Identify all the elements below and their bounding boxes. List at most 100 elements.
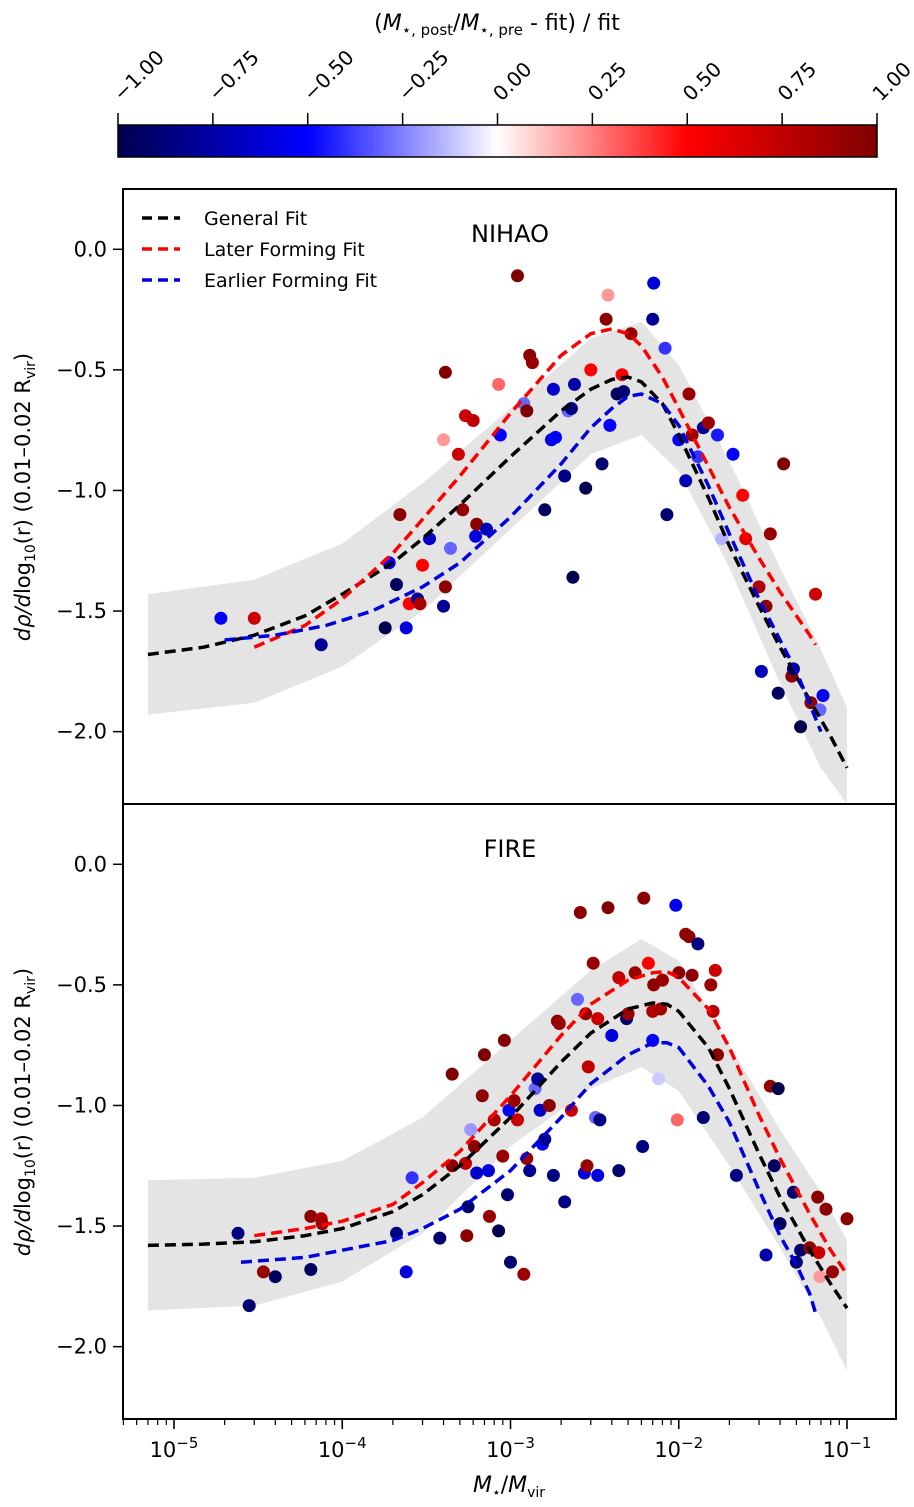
data-point [517,1267,531,1281]
data-point [502,1103,516,1117]
data-point [767,1159,781,1173]
y-tick-label: −1.5 [56,1214,107,1238]
data-point [809,587,822,601]
data-point [214,611,228,625]
data-point [558,1195,572,1209]
data-point [566,570,580,584]
data-point [525,356,539,370]
data-point [729,1168,743,1182]
data-point [696,1111,710,1124]
y-tick-label: −1.0 [56,1093,107,1117]
legend: General Fit Later Forming Fit Earlier Fo… [142,208,377,292]
data-point [461,1200,475,1214]
data-point [621,1007,635,1021]
data-point [467,1140,481,1153]
data-point [438,580,452,594]
data-point [641,956,655,970]
earlier-forming-fit-line [224,392,823,733]
data-point [483,1209,496,1223]
data-point [601,901,615,915]
data-point [399,1265,413,1279]
data-point [497,1033,511,1047]
y-tick-label: −1.0 [56,478,107,502]
data-point [754,664,768,678]
data-point [605,1029,619,1042]
data-point [595,457,609,471]
data-point [672,966,686,980]
data-point [466,414,480,427]
data-point [480,522,493,536]
data-point [470,517,484,531]
data-point [579,481,593,495]
x-axis-label: M⋆/Mvir [473,1473,545,1501]
data-point [304,1209,318,1223]
data-point [437,599,450,613]
data-point [670,1113,684,1127]
data-point [691,450,705,464]
panel-title: NIHAO [471,220,549,248]
general-fit-line [147,1001,849,1310]
data-point [511,269,524,283]
svg-text:dρ/dlog10(r) (0.01–0.02 Rvir): dρ/dlog10(r) (0.01–0.02 Rvir) [11,353,39,641]
data-point [682,930,696,944]
data-point [568,377,581,391]
data-point [813,1270,827,1284]
colorbar-tick-label: −0.50 [298,45,358,105]
data-point [593,1113,607,1127]
data-point [501,1188,514,1202]
earlier-forming-fit-line [240,1041,818,1314]
data-point [469,529,483,543]
data-point [538,503,552,517]
y-tick-label: −2.0 [56,720,107,744]
x-tick-label: 10−2 [654,1434,703,1462]
data-point [794,720,808,734]
data-point [507,1094,521,1108]
data-point [819,1202,833,1216]
colorbar-gradient [117,124,878,158]
data-point [771,686,785,700]
data-point [477,1048,491,1062]
data-point [456,503,470,517]
y-tick-label: −2.0 [56,1335,107,1359]
data-point [393,508,407,522]
y-axis-label-bottom: dρ/dlog10(r) (0.01–0.02 Rvir) [11,968,39,1256]
data-point [470,1166,484,1180]
data-point [268,1270,282,1284]
data-point [482,1164,495,1178]
colorbar-tick-label: 1.00 [868,57,914,105]
data-point [586,956,600,970]
data-point [591,1012,605,1026]
data-point [654,1002,668,1016]
data-point [492,377,506,391]
data-point [451,447,465,461]
data-point [637,891,651,905]
data-point [445,1067,459,1081]
data-point [542,1099,556,1112]
data-point [581,1060,595,1074]
data-point [812,1246,826,1260]
data-point [538,1132,552,1146]
colorbar: (M⋆, post/M⋆, pre - fit) / fit −1.00 −0.7… [109,11,914,158]
data-point [496,1149,510,1163]
data-point [438,365,452,379]
data-point [612,971,626,985]
data-point [304,1263,318,1276]
data-point [601,288,615,302]
data-point [612,1164,626,1178]
data-point [492,1224,506,1238]
data-point [558,469,572,483]
data-point [655,973,669,987]
data-point [840,1212,854,1226]
data-point [726,447,740,461]
data-point [231,1226,245,1240]
axes-frame [122,803,897,1420]
data-point [460,1229,474,1243]
data-point [247,611,261,625]
data-point [736,488,750,502]
colorbar-tick-label: −0.75 [203,45,263,105]
data-point [777,457,791,471]
data-point [685,968,699,982]
panel-title: FIRE [484,835,537,863]
data-point [660,508,674,522]
